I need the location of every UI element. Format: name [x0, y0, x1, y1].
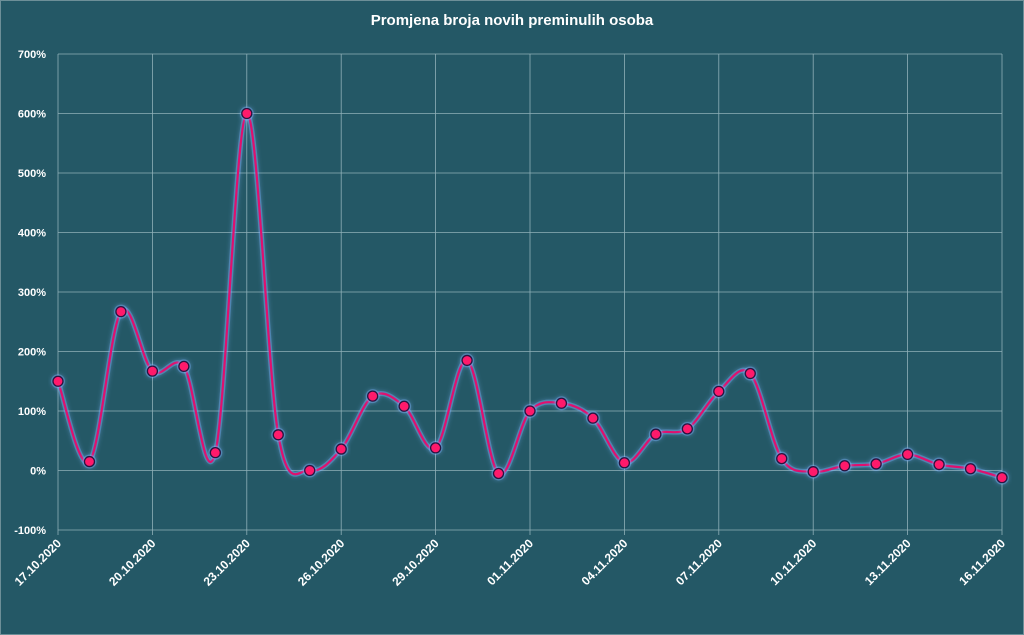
data-point — [335, 443, 347, 455]
data-point — [587, 412, 599, 424]
data-point — [83, 455, 96, 468]
data-point — [839, 460, 851, 472]
data-point — [241, 107, 253, 120]
data-point — [429, 442, 442, 454]
data-point — [555, 397, 568, 409]
series-points — [51, 106, 1009, 485]
data-point — [870, 458, 882, 470]
data-point — [209, 446, 221, 459]
data-point — [807, 466, 819, 478]
x-tick-label: 17.10.2020 — [12, 536, 65, 589]
x-tick-label: 26.10.2020 — [295, 536, 348, 589]
data-point — [398, 400, 410, 412]
y-axis-ticks: -100% 0% 100% 200% 300% 400% 500% 600% 700% — [14, 49, 46, 537]
y-tick-label: 200% — [18, 347, 46, 359]
y-tick-label: 300% — [18, 287, 46, 299]
x-tick-label: 29.10.2020 — [389, 536, 442, 589]
x-tick-label: 23.10.2020 — [201, 536, 254, 589]
x-axis-ticks: 17.10.2020 20.10.2020 23.10.2020 26.10.2020… — [12, 536, 1009, 589]
data-point — [492, 467, 505, 480]
x-tick-label: 04.11.2020 — [579, 536, 631, 588]
data-point — [367, 390, 379, 402]
y-tick-label: 500% — [18, 168, 46, 180]
y-tick-label: 600% — [18, 109, 46, 121]
y-tick-label: 400% — [18, 228, 46, 240]
y-tick-label: 700% — [18, 49, 46, 61]
data-point — [776, 452, 788, 465]
data-point — [996, 471, 1008, 484]
data-point — [178, 360, 190, 373]
data-point — [524, 405, 536, 417]
data-point — [115, 305, 127, 318]
data-point — [52, 375, 64, 387]
data-point — [304, 464, 316, 477]
data-point — [744, 367, 756, 380]
y-tick-label: 100% — [18, 406, 46, 418]
data-point — [713, 385, 725, 398]
data-point — [650, 428, 662, 440]
data-point — [901, 448, 914, 461]
x-tick-label: 20.10.2020 — [106, 536, 159, 589]
data-point — [681, 423, 693, 435]
y-tick-label: 0% — [30, 466, 46, 478]
data-point — [461, 354, 473, 367]
chart-title: Promjena broja novih preminulih osoba — [370, 12, 654, 29]
x-tick-label: 07.11.2020 — [673, 536, 725, 588]
data-point — [933, 458, 945, 471]
x-tick-label: 16.11.2020 — [956, 536, 1008, 588]
data-point — [618, 457, 631, 469]
data-point — [964, 463, 977, 475]
data-point — [272, 429, 284, 441]
y-tick-label: -100% — [14, 525, 46, 537]
data-point — [146, 365, 159, 377]
x-tick-label: 13.11.2020 — [862, 536, 914, 588]
x-tick-label: 01.11.2020 — [484, 536, 536, 588]
x-tick-label: 10.11.2020 — [767, 536, 819, 588]
